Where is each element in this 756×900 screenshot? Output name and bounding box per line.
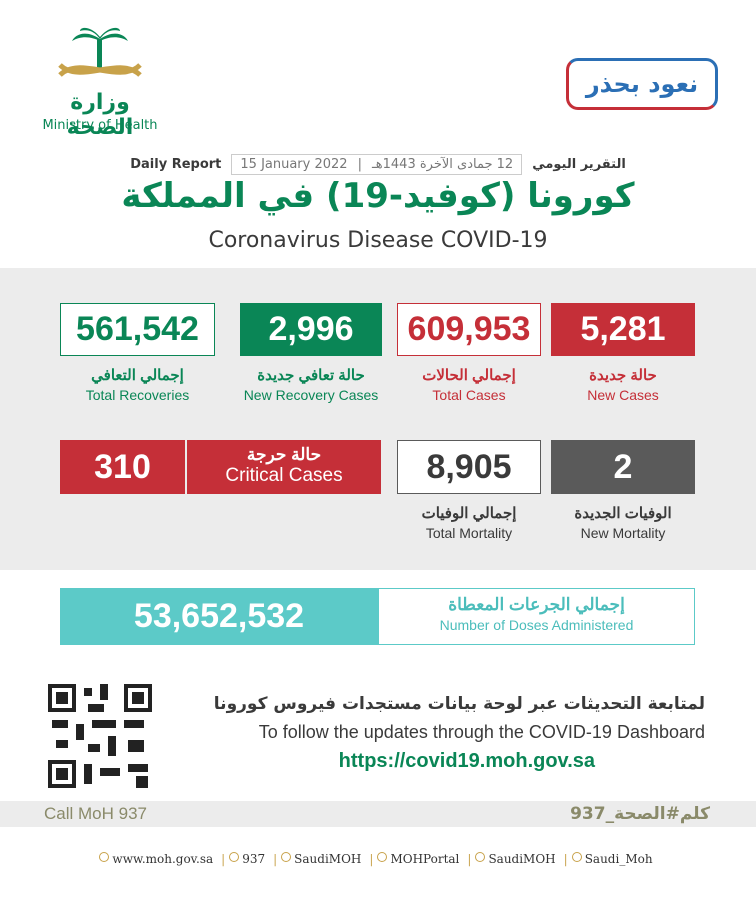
footer-link[interactable]: MOHPortal: [390, 852, 460, 866]
total-cases-value: 609,953: [397, 303, 541, 356]
hijri-date: 12 جمادى الآخرة 1443هـ: [371, 157, 514, 172]
label-ar: حالة جديدة: [589, 367, 657, 384]
qr-code: [48, 684, 152, 788]
new-cases-label: حالة جديدة New Cases: [551, 366, 695, 403]
footer: www.moh.gov.sa | 937 | SaudiMOH | MOHPortal | Sa…: [0, 852, 756, 866]
critical-value: 310: [60, 440, 185, 494]
dashboard-url[interactable]: https://covid19.moh.gov.sa: [338, 750, 595, 772]
total-mortality-value: 8,905: [397, 440, 541, 494]
icon: [99, 852, 110, 862]
new-recoveries-label: حالة تعافي جديدة New Recovery Cases: [225, 366, 397, 403]
critical-label: حالة حرجة Critical Cases: [187, 440, 381, 494]
label-en: Total Mortality: [425, 525, 513, 541]
separator: |: [563, 852, 568, 866]
slogan-badge: نعود بحذر: [566, 58, 718, 110]
total-recoveries-label: إجمالي التعافي Total Recoveries: [50, 366, 225, 403]
title-en: Coronavirus Disease COVID-19: [208, 228, 548, 253]
label-ar: الوفيات الجديدة: [574, 505, 672, 522]
dashboard-ar: لمتابعة التحديثات عبر لوحة بيانات مستجدا…: [213, 694, 705, 714]
footer-link[interactable]: SaudiMOH: [294, 852, 362, 866]
new-cases-value: 5,281: [551, 303, 695, 356]
separator: |: [221, 852, 226, 866]
gregorian-date: 15 January 2022: [240, 157, 348, 172]
separator: |: [273, 852, 278, 866]
label-ar: إجمالي الوفيات: [421, 505, 517, 522]
total-mortality-label: إجمالي الوفيات Total Mortality: [397, 504, 541, 541]
ministry-en: Ministry of Health: [42, 118, 158, 133]
separator: |: [467, 852, 472, 866]
report-en: Daily Report: [130, 157, 222, 172]
doses-value: 53,652,532: [60, 588, 378, 645]
footer-link[interactable]: Saudi_Moh: [584, 852, 653, 866]
logo-emblem: [58, 27, 142, 77]
total-recoveries-value: 561,542: [60, 303, 215, 356]
total-cases-label: إجمالي الحالات Total Cases: [397, 366, 541, 403]
icon: [571, 852, 582, 862]
icon: [281, 852, 292, 862]
label-en: New Recovery Cases: [243, 387, 379, 403]
dashboard-en: To follow the updates through the COVID-…: [258, 722, 705, 742]
title-ar: كورونا (كوفيد-19) في المملكة: [121, 176, 635, 216]
label-en: New Mortality: [580, 525, 666, 541]
footer-link[interactable]: 937: [242, 852, 266, 866]
label-en: Total Recoveries: [85, 387, 190, 403]
label-en: Total Cases: [432, 387, 506, 403]
call-ar: كلم#الصحة_937: [570, 804, 710, 824]
footer-link[interactable]: SaudiMOH: [488, 852, 556, 866]
icon: [475, 852, 486, 862]
label-ar: إجمالي التعافي: [91, 367, 184, 384]
footer-link[interactable]: www.moh.gov.sa: [112, 852, 214, 866]
label-en: New Cases: [587, 387, 659, 403]
label-en: Number of Doses Administered: [439, 617, 634, 633]
label-ar: حالة حرجة: [246, 445, 322, 464]
report-line: Daily Report 15 January 2022 | 12 جمادى ا…: [0, 154, 756, 175]
separator: |: [369, 852, 374, 866]
new-mortality-label: الوفيات الجديدة New Mortality: [551, 504, 695, 541]
label-ar: حالة تعافي جديدة: [257, 367, 365, 384]
icon: [377, 852, 388, 862]
date-box: 15 January 2022 | 12 جمادى الآخرة 1443هـ: [231, 154, 523, 175]
slogan: نعود بحذر: [585, 70, 699, 98]
label-ar: إجمالي الحالات: [422, 367, 516, 384]
label-en: Critical Cases: [225, 465, 343, 486]
report-ar: التقرير اليومي: [532, 157, 626, 172]
doses-label: إجمالي الجرعات المعطاة Number of Doses A…: [378, 588, 695, 645]
ministry-ar: وزارة الصحة: [66, 90, 134, 140]
call-strip: [0, 801, 756, 827]
label-ar: إجمالي الجرعات المعطاة: [448, 595, 625, 614]
new-recoveries-value: 2,996: [240, 303, 382, 356]
new-mortality-value: 2: [551, 440, 695, 494]
icon: [229, 852, 240, 862]
call-en: Call MoH 937: [44, 804, 147, 823]
